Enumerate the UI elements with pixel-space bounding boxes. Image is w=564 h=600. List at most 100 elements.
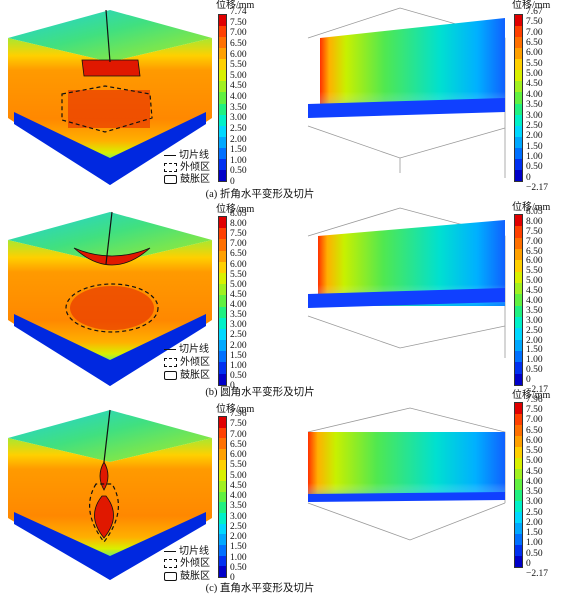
wire-bottom xyxy=(307,502,506,541)
scale-tick-label: 1.50 xyxy=(526,345,543,356)
color-band xyxy=(219,544,226,556)
dashed-box-icon xyxy=(164,559,177,569)
scale-tick-label: 1.50 xyxy=(230,145,247,156)
legend-cut-line: 切片线 xyxy=(164,344,209,356)
box-model-b xyxy=(8,211,212,386)
color-band xyxy=(515,158,522,170)
base-slab xyxy=(14,112,206,185)
color-band xyxy=(219,169,226,181)
color-band xyxy=(515,424,522,436)
scale-tick-label: 0.50 xyxy=(230,166,247,177)
legend-bulge: 鼓胀区 xyxy=(164,571,210,583)
box-icon xyxy=(164,371,177,381)
color-band xyxy=(219,480,226,492)
wire-bottom xyxy=(307,315,506,349)
color-band xyxy=(515,237,522,249)
scale-tick-label: 7.50 xyxy=(230,229,247,240)
scale-tick-label: 5.00 xyxy=(230,470,247,481)
color-band xyxy=(515,555,522,567)
color-band xyxy=(515,282,522,295)
color-band xyxy=(515,512,522,524)
scale-tick-label: 3.00 xyxy=(526,315,543,326)
slice-shade xyxy=(318,220,505,306)
color-band xyxy=(515,114,522,126)
color-band xyxy=(219,491,226,503)
color-band xyxy=(515,294,522,306)
scale-tick-label: 5.00 xyxy=(230,70,247,81)
color-band xyxy=(515,248,522,261)
scale-tick-label: 2.50 xyxy=(526,325,543,336)
scale-tick-label: 4.50 xyxy=(230,480,247,491)
scale-tick-label: −2.17 xyxy=(526,183,548,193)
scale-tick-label: 7.00 xyxy=(230,239,247,250)
color-band xyxy=(219,351,226,363)
color-band xyxy=(515,15,522,27)
scale-tick-label: 3.50 xyxy=(526,487,543,498)
color-band xyxy=(515,446,522,458)
color-band xyxy=(219,317,226,329)
line-icon xyxy=(164,551,176,553)
scale-tick-label: 3.00 xyxy=(230,320,247,331)
scale-tick-label: 2.00 xyxy=(230,340,247,351)
scale-tick-label: 4.50 xyxy=(526,466,543,477)
unit-label: 位移/mm xyxy=(216,0,255,11)
color-band xyxy=(515,59,522,71)
scale-tick-label: 4.00 xyxy=(526,296,543,306)
scale-tick-label: 7.00 xyxy=(230,28,247,39)
slice-base xyxy=(308,98,505,118)
legend-cut-line: 切片线 xyxy=(164,546,209,558)
color-band xyxy=(219,459,226,471)
color-band xyxy=(219,92,226,104)
bulge-top xyxy=(73,247,151,266)
scale-tick-label: 6.50 xyxy=(230,439,247,450)
scale-tick-label: 3.50 xyxy=(526,305,543,316)
color-band xyxy=(219,295,226,307)
color-band xyxy=(515,169,522,181)
scale-tick-label: 7.50 xyxy=(526,226,543,237)
scale-tick-label: 1.00 xyxy=(230,360,247,371)
color-band xyxy=(219,70,226,82)
scale-tick-label: 6.00 xyxy=(230,49,247,60)
scale-tick-label: 6.50 xyxy=(230,249,247,260)
color-band xyxy=(219,250,226,262)
color-band xyxy=(219,306,226,318)
color-band xyxy=(515,226,522,238)
slice-base xyxy=(308,492,505,502)
color-bar xyxy=(218,14,227,182)
scale-tick-label: 1.50 xyxy=(230,542,247,553)
scale-tick-label: 7.50 xyxy=(230,17,247,28)
dashed-box-icon xyxy=(164,163,177,173)
scale-tick-label: 6.00 xyxy=(526,48,543,59)
scale-tick-label: 3.00 xyxy=(230,511,247,522)
color-band xyxy=(515,534,522,545)
scale-tick-label: 4.50 xyxy=(526,79,543,90)
scale-tick-label: 7.96 xyxy=(526,395,543,405)
color-band xyxy=(219,81,226,93)
color-band xyxy=(219,470,226,481)
scale-tick-label: 5.50 xyxy=(230,460,247,471)
scale-tick-label: −2.17 xyxy=(526,385,548,395)
scale-tick-label: 7.00 xyxy=(526,236,543,247)
scale-tick-label: 7.50 xyxy=(526,17,543,28)
legend-outer: 外倾区 xyxy=(164,162,210,174)
color-band xyxy=(219,15,226,27)
scale-tick-label: 6.50 xyxy=(230,38,247,49)
panel-c: 位移/mm 7.96 7.50 7.00 6.50 6.00 5.50 5.00 4.50 4.… xyxy=(0,390,564,600)
scale-tick-label: 0 xyxy=(230,177,235,187)
color-band xyxy=(515,305,522,317)
scale-tick-label: 2.50 xyxy=(230,330,247,341)
color-band xyxy=(219,272,226,285)
scale-tick-label: 1.50 xyxy=(526,141,543,152)
slice-shade xyxy=(308,432,505,500)
outer-restraint-zone xyxy=(65,283,159,333)
color-band xyxy=(515,48,522,60)
color-band xyxy=(219,438,226,449)
outer-restraint-zone xyxy=(61,85,153,133)
unit-label: 位移/mm xyxy=(216,204,255,215)
unit-label: 位移/mm xyxy=(512,202,551,213)
color-band xyxy=(219,158,226,170)
scale-tick-label: 7.74 xyxy=(230,7,247,17)
scale-tick-label: 8.00 xyxy=(526,216,543,227)
scale-tick-label: 1.50 xyxy=(230,350,247,361)
top-face xyxy=(8,212,212,264)
